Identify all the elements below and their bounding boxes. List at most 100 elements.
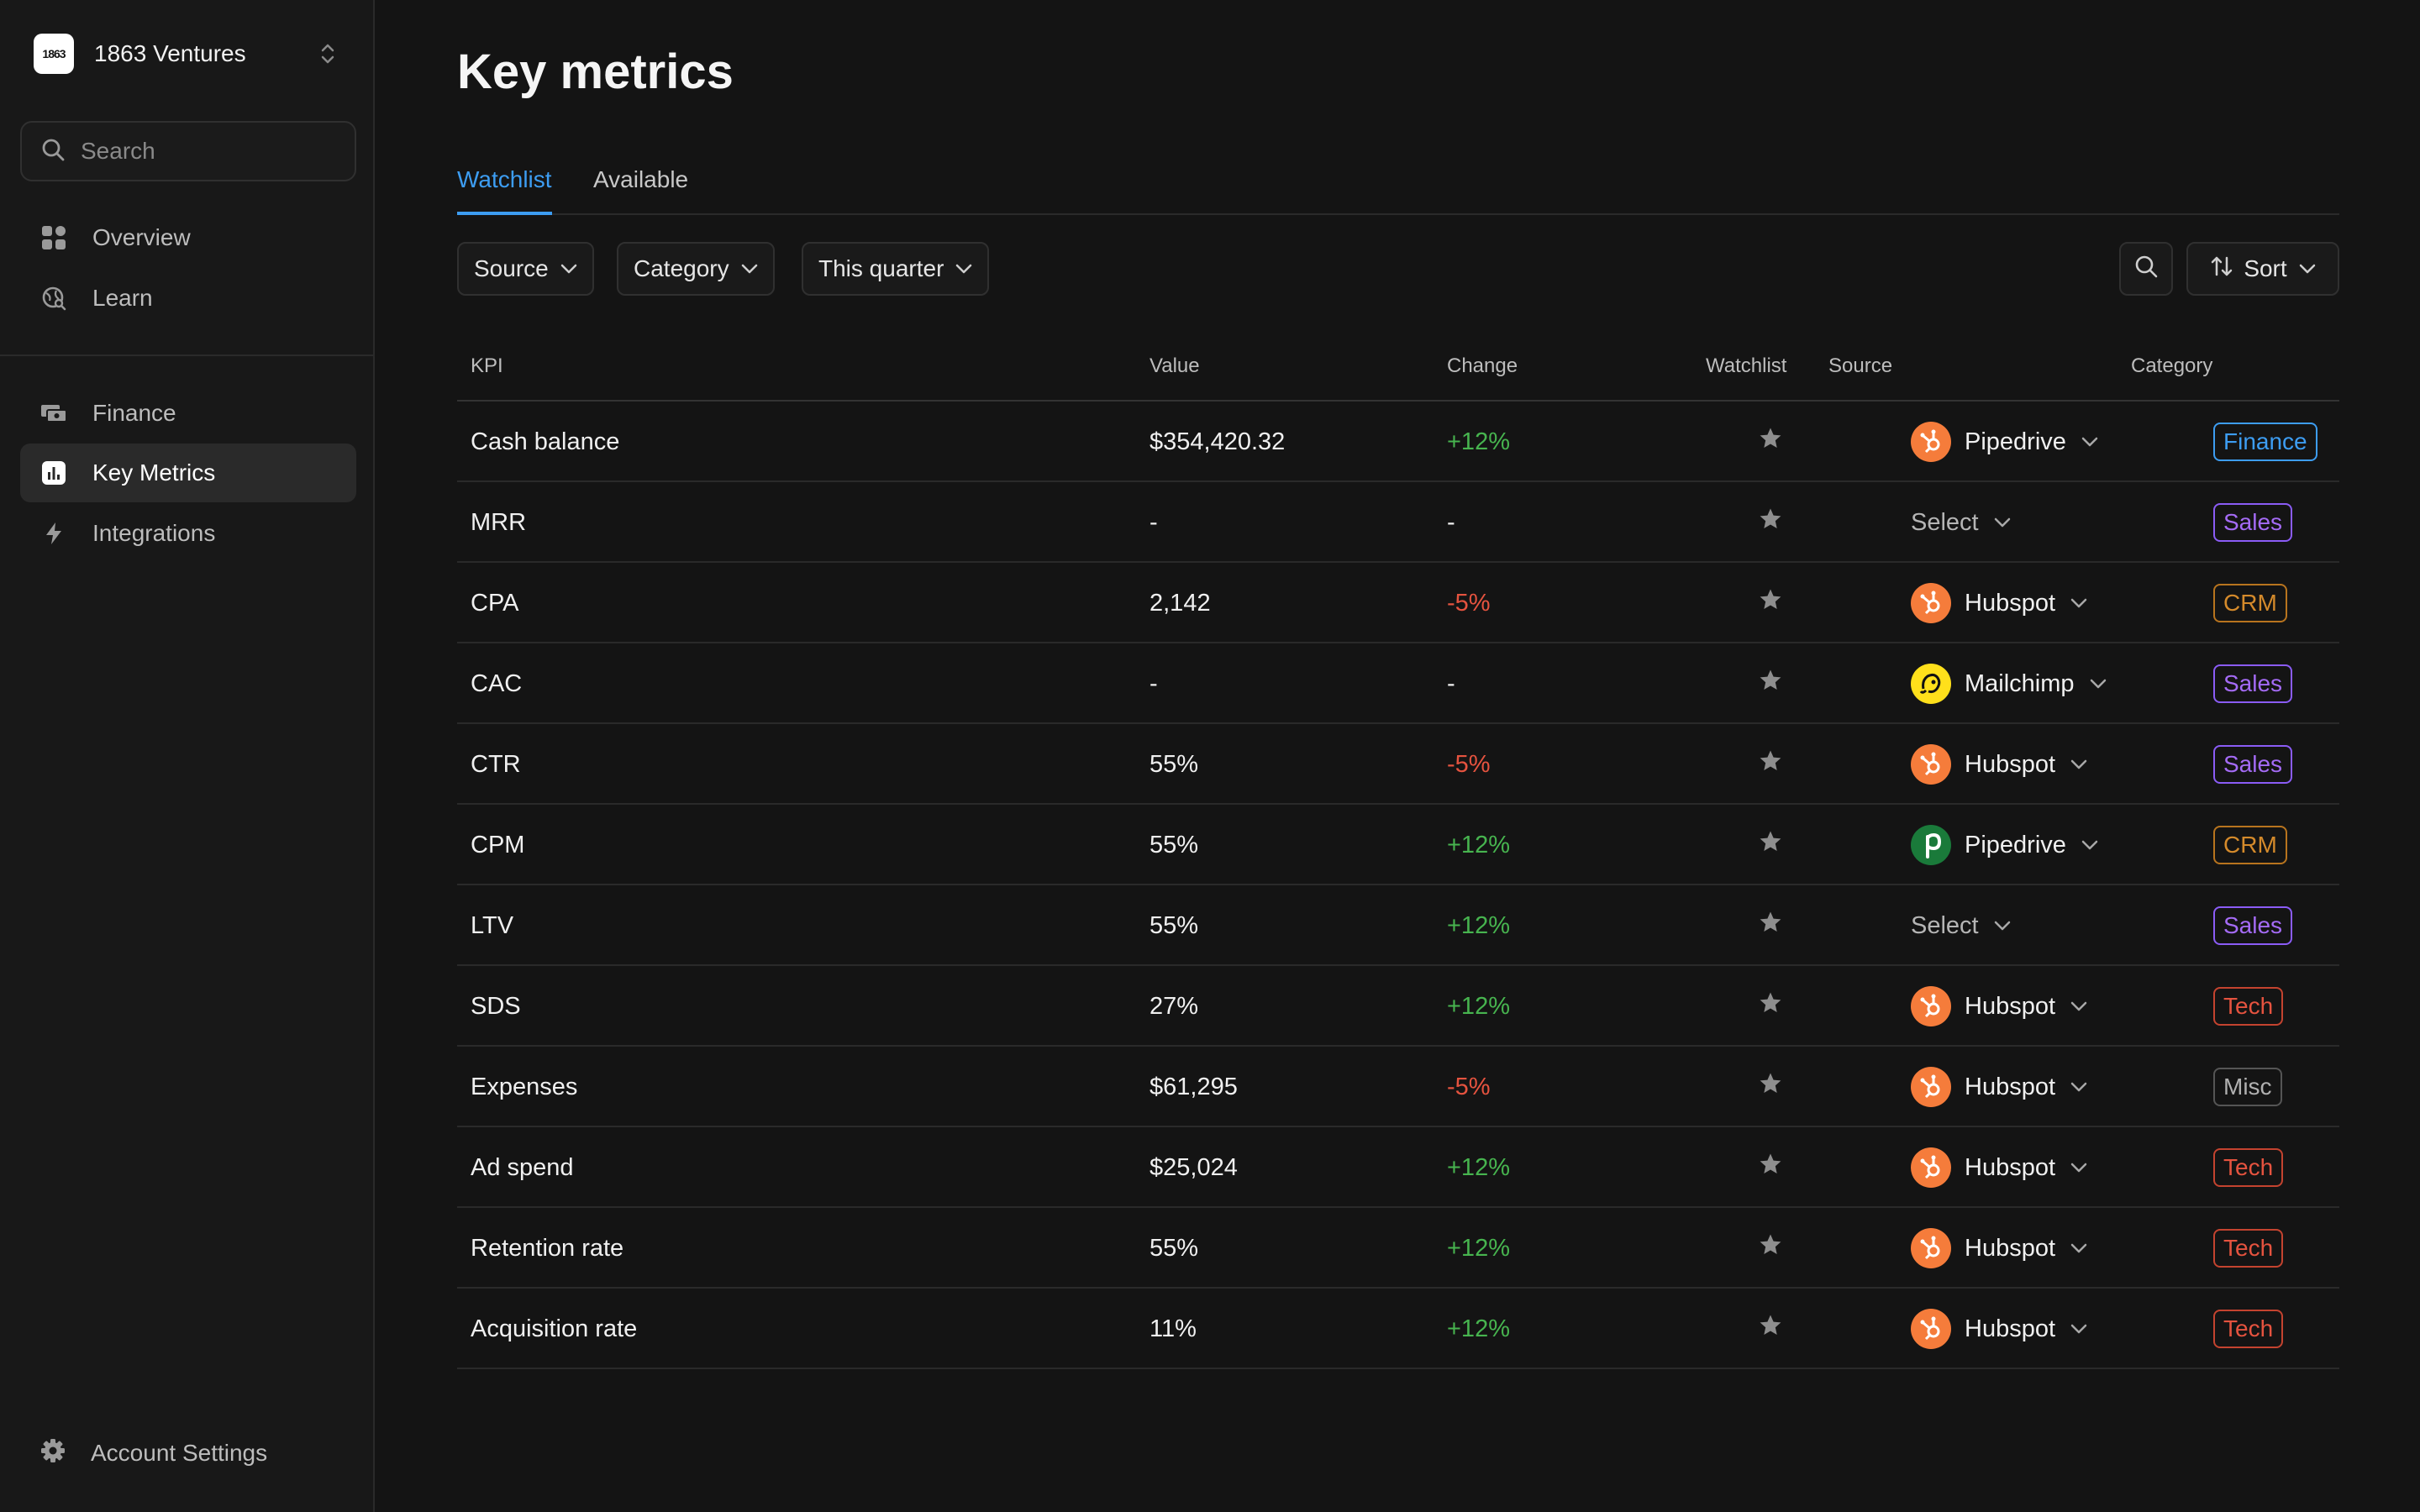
source-dropdown[interactable]: Mailchimp bbox=[1911, 643, 2107, 724]
source-filter[interactable]: Source bbox=[457, 242, 594, 296]
category-badge[interactable]: Misc bbox=[2213, 1068, 2282, 1106]
category-cell: Tech bbox=[2213, 1208, 2284, 1289]
category-cell: Finance bbox=[2213, 402, 2317, 482]
watchlist-star-button[interactable] bbox=[1734, 402, 1807, 482]
account-settings-link[interactable]: Account Settings bbox=[40, 1438, 267, 1467]
table-row[interactable]: CPM 55% +12% Pipedrive CRM bbox=[457, 805, 2339, 885]
star-icon bbox=[1758, 1232, 1783, 1264]
sidebar-item-key-metrics[interactable]: Key Metrics bbox=[20, 444, 356, 502]
source-dropdown[interactable]: Hubspot bbox=[1911, 1047, 2087, 1127]
chevron-up-down-icon[interactable] bbox=[314, 37, 341, 71]
category-badge[interactable]: Finance bbox=[2213, 423, 2317, 461]
sidebar: 1863 1863 Ventures Overview Learn bbox=[0, 0, 375, 1512]
source-dropdown[interactable]: Hubspot bbox=[1911, 1127, 2087, 1208]
table-row[interactable]: Retention rate 55% +12% Hubspot Tech bbox=[457, 1208, 2339, 1289]
watchlist-star-button[interactable] bbox=[1734, 482, 1807, 563]
source-name: Select bbox=[1911, 911, 1979, 939]
tab-available[interactable]: Available bbox=[593, 166, 689, 192]
category-badge[interactable]: Sales bbox=[2213, 664, 2293, 703]
kpi-change: +12% bbox=[1447, 1234, 1510, 1262]
sidebar-item-integrations[interactable]: Integrations bbox=[20, 504, 356, 563]
category-badge[interactable]: CRM bbox=[2213, 584, 2287, 622]
kpi-name: CPM bbox=[471, 831, 525, 858]
source-dropdown[interactable]: Pipedrive bbox=[1911, 805, 2098, 885]
column-header-watchlist[interactable]: Watchlist bbox=[1706, 354, 1787, 377]
source-dropdown[interactable]: Hubspot bbox=[1911, 1208, 2087, 1289]
table-row[interactable]: MRR - - Select Sales bbox=[457, 482, 2339, 563]
watchlist-star-button[interactable] bbox=[1734, 885, 1807, 966]
source-dropdown[interactable]: Pipedrive bbox=[1911, 402, 2098, 482]
sidebar-item-finance[interactable]: Finance bbox=[20, 384, 356, 443]
sidebar-item-learn[interactable]: Learn bbox=[20, 269, 356, 328]
watchlist-star-button[interactable] bbox=[1734, 643, 1807, 724]
sidebar-search[interactable] bbox=[20, 121, 356, 181]
column-header-change[interactable]: Change bbox=[1447, 354, 1518, 377]
source-dropdown[interactable]: Hubspot bbox=[1911, 966, 2087, 1047]
category-filter[interactable]: Category bbox=[617, 242, 775, 296]
watchlist-star-button[interactable] bbox=[1734, 724, 1807, 805]
category-badge[interactable]: Sales bbox=[2213, 745, 2293, 784]
period-filter[interactable]: This quarter bbox=[802, 242, 990, 296]
kpi-name: Ad spend bbox=[471, 1153, 574, 1181]
mailchimp-logo-icon bbox=[1911, 664, 1951, 704]
kpi-change: -5% bbox=[1447, 750, 1491, 778]
table-row[interactable]: Acquisition rate 11% +12% Hubspot Tech bbox=[457, 1289, 2339, 1369]
watchlist-star-button[interactable] bbox=[1734, 966, 1807, 1047]
source-dropdown[interactable]: Hubspot bbox=[1911, 563, 2087, 643]
column-header-kpi[interactable]: KPI bbox=[471, 354, 503, 377]
table-row[interactable]: CTR 55% -5% Hubspot Sales bbox=[457, 724, 2339, 805]
table-row[interactable]: SDS 27% +12% Hubspot Tech bbox=[457, 966, 2339, 1047]
sidebar-item-overview[interactable]: Overview bbox=[20, 208, 356, 267]
category-badge[interactable]: Sales bbox=[2213, 503, 2293, 542]
category-cell: Sales bbox=[2213, 643, 2293, 724]
category-cell: CRM bbox=[2213, 805, 2287, 885]
watchlist-star-button[interactable] bbox=[1734, 1289, 1807, 1369]
category-badge[interactable]: Tech bbox=[2213, 1310, 2284, 1348]
chevron-down-icon bbox=[2081, 840, 2098, 850]
source-name: Hubspot bbox=[1965, 1315, 2056, 1342]
kpi-name: Expenses bbox=[471, 1073, 578, 1100]
search-icon bbox=[40, 137, 66, 166]
column-header-source[interactable]: Source bbox=[1828, 354, 1893, 377]
star-icon bbox=[1758, 507, 1783, 538]
category-badge[interactable]: Tech bbox=[2213, 1148, 2284, 1187]
search-input[interactable] bbox=[81, 138, 350, 165]
kpi-name: Acquisition rate bbox=[471, 1315, 638, 1342]
source-dropdown[interactable]: Hubspot bbox=[1911, 1289, 2087, 1369]
hubspot-logo-icon bbox=[1911, 986, 1951, 1026]
table-search-button[interactable] bbox=[2119, 242, 2173, 296]
table-body: Cash balance $354,420.32 +12% Pipedrive … bbox=[457, 402, 2339, 1369]
org-switcher[interactable]: 1863 1863 Ventures bbox=[34, 34, 341, 74]
column-header-category[interactable]: Category bbox=[2131, 354, 2213, 377]
source-dropdown[interactable]: Select bbox=[1911, 482, 2011, 563]
kpi-name: CAC bbox=[471, 669, 523, 697]
filter-label: Category bbox=[634, 255, 729, 281]
category-badge[interactable]: Tech bbox=[2213, 1229, 2284, 1268]
kpi-change: - bbox=[1447, 669, 1455, 697]
category-badge[interactable]: Tech bbox=[2213, 987, 2284, 1026]
chevron-down-icon bbox=[741, 264, 758, 274]
table-row[interactable]: Cash balance $354,420.32 +12% Pipedrive … bbox=[457, 402, 2339, 482]
page-title: Key metrics bbox=[457, 45, 734, 99]
chevron-down-icon bbox=[2070, 1163, 2087, 1173]
table-row[interactable]: LTV 55% +12% Select Sales bbox=[457, 885, 2339, 966]
table-row[interactable]: Expenses $61,295 -5% Hubspot Misc bbox=[457, 1047, 2339, 1127]
watchlist-star-button[interactable] bbox=[1734, 805, 1807, 885]
org-name: 1863 Ventures bbox=[94, 40, 246, 66]
watchlist-star-button[interactable] bbox=[1734, 1047, 1807, 1127]
watchlist-star-button[interactable] bbox=[1734, 1127, 1807, 1208]
column-header-value[interactable]: Value bbox=[1150, 354, 1200, 377]
kpi-change: +12% bbox=[1447, 992, 1510, 1020]
source-dropdown[interactable]: Hubspot bbox=[1911, 724, 2087, 805]
watchlist-star-button[interactable] bbox=[1734, 1208, 1807, 1289]
category-badge[interactable]: Sales bbox=[2213, 906, 2293, 945]
kpi-value: 55% bbox=[1150, 911, 1199, 939]
watchlist-star-button[interactable] bbox=[1734, 563, 1807, 643]
tab-watchlist[interactable]: Watchlist bbox=[457, 166, 552, 215]
table-row[interactable]: Ad spend $25,024 +12% Hubspot Tech bbox=[457, 1127, 2339, 1208]
category-badge[interactable]: CRM bbox=[2213, 826, 2287, 864]
source-dropdown[interactable]: Select bbox=[1911, 885, 2011, 966]
sort-button[interactable]: Sort bbox=[2186, 242, 2339, 296]
table-row[interactable]: CAC - - Mailchimp Sales bbox=[457, 643, 2339, 724]
table-row[interactable]: CPA 2,142 -5% Hubspot CRM bbox=[457, 563, 2339, 643]
